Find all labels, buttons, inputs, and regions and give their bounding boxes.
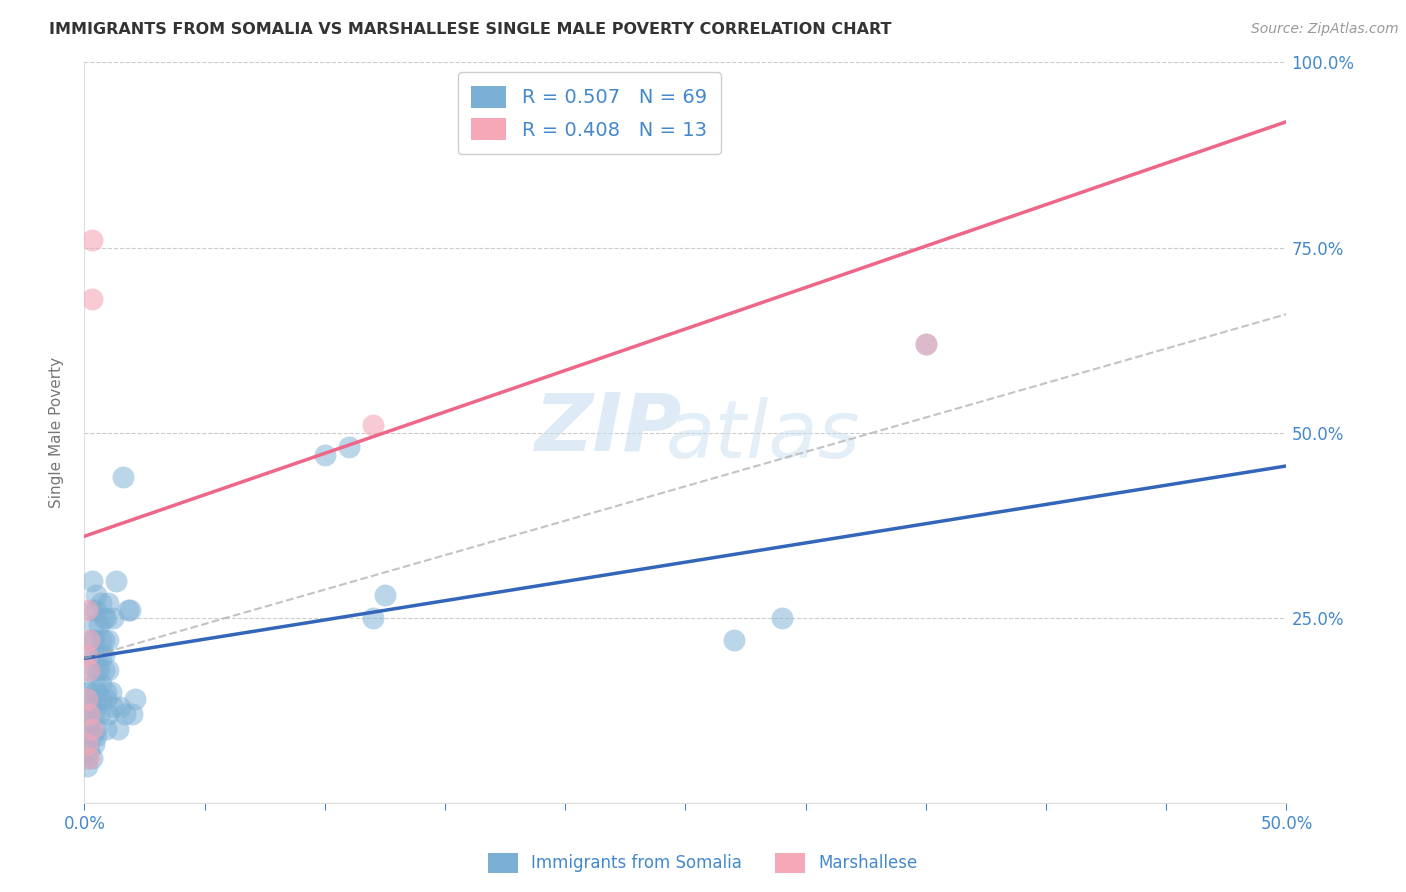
Point xyxy=(111,470,134,484)
Point xyxy=(86,648,108,662)
Point xyxy=(86,722,108,736)
Point xyxy=(76,692,98,706)
Point xyxy=(121,706,143,721)
Point xyxy=(77,722,100,736)
Point xyxy=(361,418,384,433)
Point xyxy=(80,699,103,714)
Point xyxy=(114,706,136,721)
Point xyxy=(83,737,105,751)
Point xyxy=(76,751,98,765)
Point xyxy=(117,603,139,617)
Point xyxy=(76,737,98,751)
Point xyxy=(97,663,120,677)
Point xyxy=(97,596,120,610)
Point xyxy=(80,729,103,743)
Point xyxy=(90,677,112,691)
Text: ZIP: ZIP xyxy=(534,390,681,468)
Point xyxy=(104,574,127,588)
Point xyxy=(374,589,396,603)
Point xyxy=(770,611,793,625)
Point xyxy=(87,618,110,632)
Point xyxy=(94,685,117,699)
Point xyxy=(86,685,108,699)
Y-axis label: Single Male Poverty: Single Male Poverty xyxy=(49,357,63,508)
Point xyxy=(97,706,120,721)
Point xyxy=(100,685,122,699)
Point xyxy=(77,692,100,706)
Point xyxy=(86,729,108,743)
Point xyxy=(76,603,98,617)
Text: Source: ZipAtlas.com: Source: ZipAtlas.com xyxy=(1251,22,1399,37)
Point xyxy=(93,611,115,625)
Point xyxy=(76,737,98,751)
Point xyxy=(80,648,103,662)
Point xyxy=(80,233,103,247)
Point xyxy=(77,663,100,677)
Point xyxy=(94,722,117,736)
Point xyxy=(97,632,120,647)
Point xyxy=(361,611,384,625)
Point xyxy=(90,692,112,706)
Point xyxy=(83,706,105,721)
Point xyxy=(107,722,129,736)
Point xyxy=(86,589,108,603)
Point xyxy=(93,648,115,662)
Point xyxy=(80,751,103,765)
Point xyxy=(80,632,103,647)
Point xyxy=(80,574,103,588)
Point xyxy=(86,663,108,677)
Point xyxy=(90,648,112,662)
Point xyxy=(80,603,103,617)
Point xyxy=(314,448,336,462)
Legend: Immigrants from Somalia, Marshallese: Immigrants from Somalia, Marshallese xyxy=(481,847,925,880)
Point xyxy=(915,336,938,351)
Point xyxy=(103,699,125,714)
Text: IMMIGRANTS FROM SOMALIA VS MARSHALLESE SINGLE MALE POVERTY CORRELATION CHART: IMMIGRANTS FROM SOMALIA VS MARSHALLESE S… xyxy=(49,22,891,37)
Point xyxy=(337,441,360,455)
Point xyxy=(94,611,117,625)
Text: atlas: atlas xyxy=(666,397,860,475)
Point xyxy=(80,722,103,736)
Point xyxy=(90,632,112,647)
Point xyxy=(723,632,745,647)
Point xyxy=(93,632,115,647)
Point xyxy=(76,648,98,662)
Point xyxy=(77,751,100,765)
Point xyxy=(124,692,146,706)
Point xyxy=(77,706,100,721)
Point xyxy=(87,706,110,721)
Point xyxy=(83,677,105,691)
Point xyxy=(86,692,108,706)
Point xyxy=(87,663,110,677)
Point xyxy=(86,603,108,617)
Point xyxy=(77,744,100,758)
Point xyxy=(90,596,112,610)
Point xyxy=(915,336,938,351)
Point xyxy=(77,632,100,647)
Point xyxy=(83,618,105,632)
Legend: R = 0.507   N = 69, R = 0.408   N = 13: R = 0.507 N = 69, R = 0.408 N = 13 xyxy=(458,72,721,154)
Point xyxy=(76,706,98,721)
Point xyxy=(77,663,100,677)
Point xyxy=(118,603,141,617)
Point xyxy=(80,293,103,307)
Point xyxy=(77,714,100,729)
Point xyxy=(77,685,100,699)
Point xyxy=(76,758,98,772)
Point xyxy=(93,663,115,677)
Point xyxy=(83,632,105,647)
Point xyxy=(94,692,117,706)
Point xyxy=(110,699,132,714)
Point xyxy=(103,611,125,625)
